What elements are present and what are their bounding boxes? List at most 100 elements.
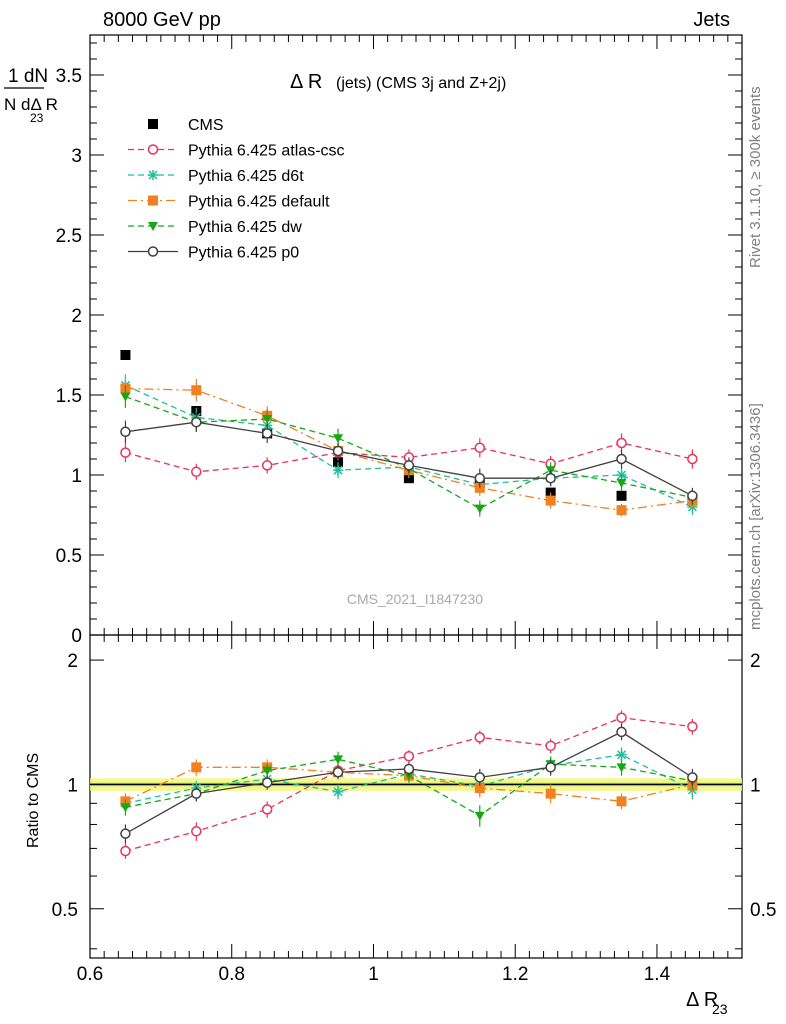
y-tick-label: 3.5 [56,66,82,87]
upper-panel: 0 0.5 1 1.5 2 2.5 3 3.5 CMS Pythia 6.425 atlas-cs… [56,34,743,647]
y-tick-label: 2 [67,651,78,672]
data-point [191,385,202,396]
ratio-point [616,712,627,724]
legend-entry: Pythia 6.425 dw [128,219,302,236]
series-line [125,384,693,508]
legend-entry: CMS [148,117,224,134]
lower-panel: 0.5 0.5 1 1 2 2 0.6 0.8 1 1.2 1.4 [52,634,776,985]
y-tick-label: 0.5 [56,546,82,567]
lower-plot-frame [89,634,743,959]
ratio-point [120,828,131,839]
y-label-numerator: 1 dN [8,66,48,87]
ratio-point [545,740,556,752]
legend-marker [148,195,158,206]
upper-y-axis-label: 1 dN N dΔ R 23 [4,66,58,125]
x-tick-label: 1 [368,964,379,985]
y-tick-label-right: 2 [750,651,761,672]
legend-label: Pythia 6.425 dw [188,219,302,236]
data-point [616,453,627,465]
legend-label: Pythia 6.425 p0 [188,245,299,262]
y-tick-label: 2.5 [56,226,82,247]
data-point [261,460,273,471]
ratio-point [545,788,556,799]
analysis-watermark: CMS_2021_I1847230 [347,591,483,607]
x-axis-label: Δ R [686,989,718,1011]
y-tick-label-right: 1 [750,775,761,796]
ratio-point [474,772,486,783]
data-point [191,466,202,478]
data-point [332,445,344,457]
x-tick-label: 0.6 [77,964,103,985]
ratio-y-axis-label: Ratio to CMS [25,753,42,848]
y-tick-label: 1 [71,466,82,487]
series-pythia-6-425-d6t [120,374,698,515]
ratio-point [545,762,556,773]
y-tick-label: 3 [71,146,82,167]
data-point [616,437,627,449]
data-point [262,415,273,424]
data-point [120,426,131,438]
legend-label: CMS [188,117,224,134]
y-label-denominator: N dΔ R [4,95,58,114]
y-tick-label: 0.5 [52,900,78,921]
data-point [333,465,344,476]
data-point [120,447,131,458]
upper-panel-title: Δ R (jets) (CMS 3j and Z+2j) [290,71,506,93]
y-tick-label: 2 [71,306,82,327]
legend: CMS Pythia 6.425 atlas-csc Pythia 6.425 d6… [128,117,345,262]
data-point [474,472,486,484]
data-point [616,490,627,501]
collision-label: 8000 GeV pp [103,9,221,31]
data-point [191,416,202,428]
ratio-point [333,755,344,765]
ratio-point [474,811,485,821]
ratio-point [687,721,698,732]
ratio-point [474,732,486,743]
title-main: Δ R [290,71,322,93]
ratio-point [474,783,485,794]
data-point [545,472,556,484]
title-sub: (jets) (CMS 3j and Z+2j) [336,75,506,92]
x-tick-label: 1.4 [644,964,671,985]
ratio-point [616,796,627,807]
series-cms [120,350,698,506]
ratio-line [125,754,693,804]
ratio-point [616,726,627,738]
legend-label: Pythia 6.425 d6t [188,168,304,185]
series-pythia-6-425-default [120,377,698,517]
y-tick-label: 0 [71,626,82,647]
ratio-point [120,845,131,857]
ratio-point [403,751,415,762]
ratio-series-pythia-6-425-p0 [120,724,698,844]
legend-entry: Pythia 6.425 d6t [128,168,304,185]
ratio-point [333,786,344,797]
y-tick-label-right: 0.5 [750,900,776,921]
process-label: Jets [693,9,730,31]
series-line [125,442,693,473]
ratio-point [191,826,202,837]
data-point [120,350,131,360]
y-label-denominator-subscript: 23 [30,111,44,125]
data-point [403,460,415,471]
ratio-point [616,763,627,773]
legend-label: Pythia 6.425 atlas-csc [188,143,345,160]
series-pythia-6-425-p0 [120,412,698,504]
data-point [333,434,344,444]
legend-marker [148,119,158,129]
y-tick-label: 1 [67,775,78,796]
data-point [687,453,698,465]
ratio-point [191,762,202,773]
legend-marker [148,222,158,231]
ratio-point [616,749,627,760]
ratio-point [191,788,202,799]
legend-marker [147,246,159,257]
x-axis-label-subscript: 23 [712,1001,728,1017]
data-point [474,504,485,514]
data-point [687,490,698,502]
legend-marker [148,170,158,180]
data-point [616,479,627,488]
ratio-point [403,763,415,775]
data-point [120,392,131,402]
data-point [261,428,273,439]
ratio-point [403,771,414,781]
